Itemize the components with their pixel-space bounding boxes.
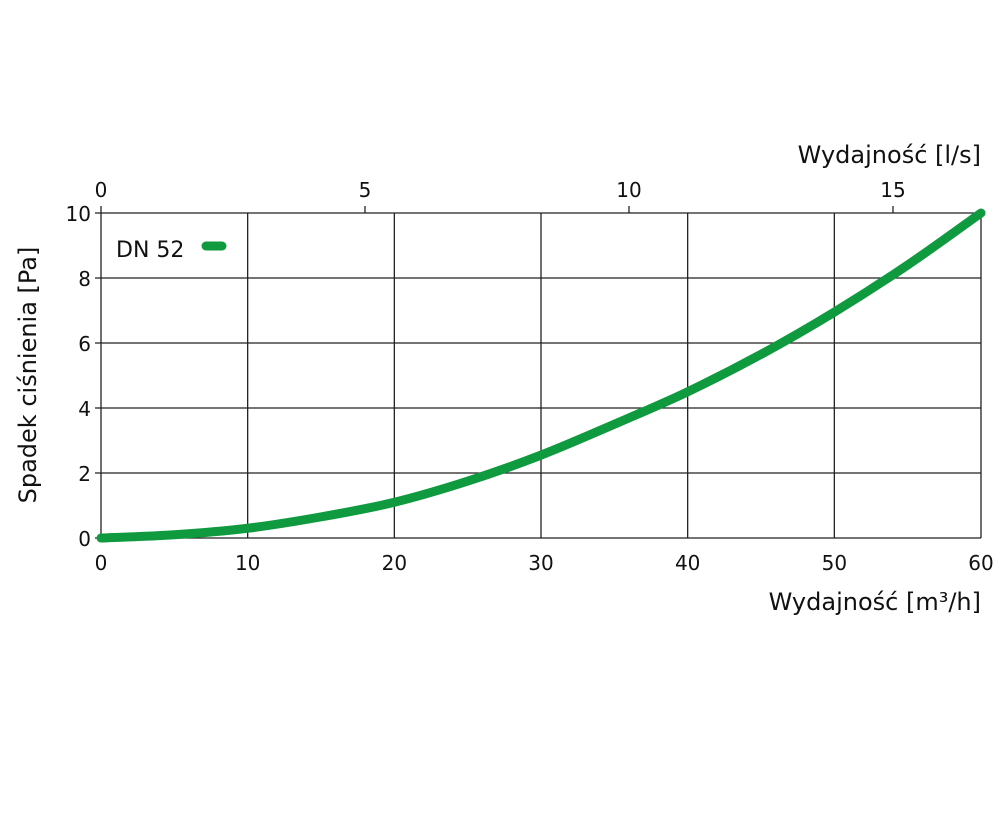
y-tick-label: 6 <box>78 332 91 356</box>
y-tick-label: 8 <box>78 267 91 291</box>
x2-tick-label: 0 <box>95 178 108 202</box>
x-tick-label: 40 <box>675 551 700 575</box>
y-tick-label: 0 <box>78 527 91 551</box>
x-tick-label: 30 <box>528 551 553 575</box>
x-tick-label: 0 <box>95 551 108 575</box>
x2-tick-label: 15 <box>880 178 905 202</box>
x-axis-label: Wydajność [m³/h] <box>769 588 981 616</box>
x-tick-label: 20 <box>382 551 407 575</box>
x2-axis-label: Wydajność [l/s] <box>798 141 981 169</box>
legend-label: DN 52 <box>116 238 184 263</box>
x-tick-label: 10 <box>235 551 260 575</box>
x-tick-label: 50 <box>822 551 847 575</box>
x2-tick-label: 5 <box>359 178 372 202</box>
y-axis-label: Spadek ciśnienia [Pa] <box>14 247 42 504</box>
grid <box>95 206 982 539</box>
y-tick-label: 4 <box>78 397 91 421</box>
x2-tick-label: 10 <box>616 178 641 202</box>
legend: DN 52 <box>116 238 227 263</box>
x-tick-label: 60 <box>968 551 993 575</box>
series-line-dn52 <box>96 208 986 543</box>
y-tick-label: 10 <box>66 202 91 226</box>
y-tick-label: 2 <box>78 462 91 486</box>
